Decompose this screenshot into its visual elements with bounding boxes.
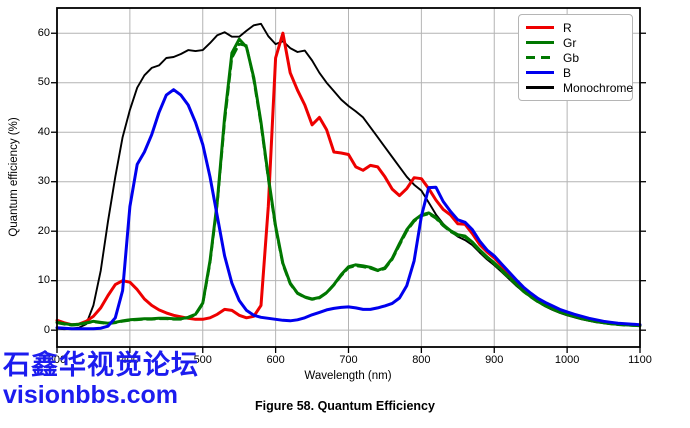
x-tick-label: 500 — [193, 354, 212, 366]
x-tick-label: 1000 — [554, 354, 580, 366]
legend-item-Monochrome: Monochrome — [526, 80, 633, 95]
legend: R Gr Gb B Monochrome — [518, 14, 633, 101]
legend-swatch-R — [526, 25, 554, 30]
legend-swatch-Gb — [526, 55, 554, 60]
x-tick-label: 700 — [339, 354, 358, 366]
watermark: 石鑫华视觉论坛 visionbbs.com — [3, 352, 199, 408]
x-tick-label: 300 — [47, 354, 67, 366]
x-tick-label: 800 — [412, 354, 431, 366]
watermark-line2: visionbbs.com — [3, 381, 179, 409]
y-tick-label: 20 — [37, 224, 50, 237]
x-tick-label: 600 — [266, 354, 285, 366]
legend-label-Gb: Gb — [563, 50, 580, 65]
x-tick-label: 900 — [485, 354, 504, 366]
y-tick-label: 0 — [43, 323, 50, 336]
y-tick-label: 10 — [37, 274, 50, 287]
legend-label-B: B — [563, 65, 572, 80]
legend-swatch-Gr — [526, 40, 554, 45]
legend-item-R: R — [526, 20, 628, 35]
y-tick-label: 30 — [37, 175, 50, 188]
legend-swatch-Monochrome — [526, 85, 554, 90]
legend-swatch-B — [526, 70, 554, 75]
watermark-line1: 石鑫华视觉论坛 — [3, 350, 199, 380]
y-tick-label: 40 — [37, 125, 50, 138]
plot-frame — [56, 7, 641, 348]
curve-Gb — [55, 42, 642, 328]
legend-item-B: B — [526, 65, 628, 80]
y-tick-label: 60 — [37, 26, 50, 39]
y-tick-label: 50 — [37, 76, 50, 89]
x-tick-label: 1100 — [628, 354, 652, 366]
legend-label-Monochrome: Monochrome — [563, 80, 634, 95]
figure-caption: Figure 58. Quantum Efficiency — [255, 399, 435, 413]
legend-item-Gr: Gr — [526, 35, 628, 50]
legend-label-R: R — [563, 20, 572, 35]
x-tick-label: 400 — [120, 354, 140, 366]
legend-label-Gr: Gr — [563, 35, 577, 50]
legend-item-Gb: Gb — [526, 50, 628, 65]
curve-B — [55, 88, 642, 331]
x-axis-title: Wavelength (nm) — [304, 370, 392, 382]
